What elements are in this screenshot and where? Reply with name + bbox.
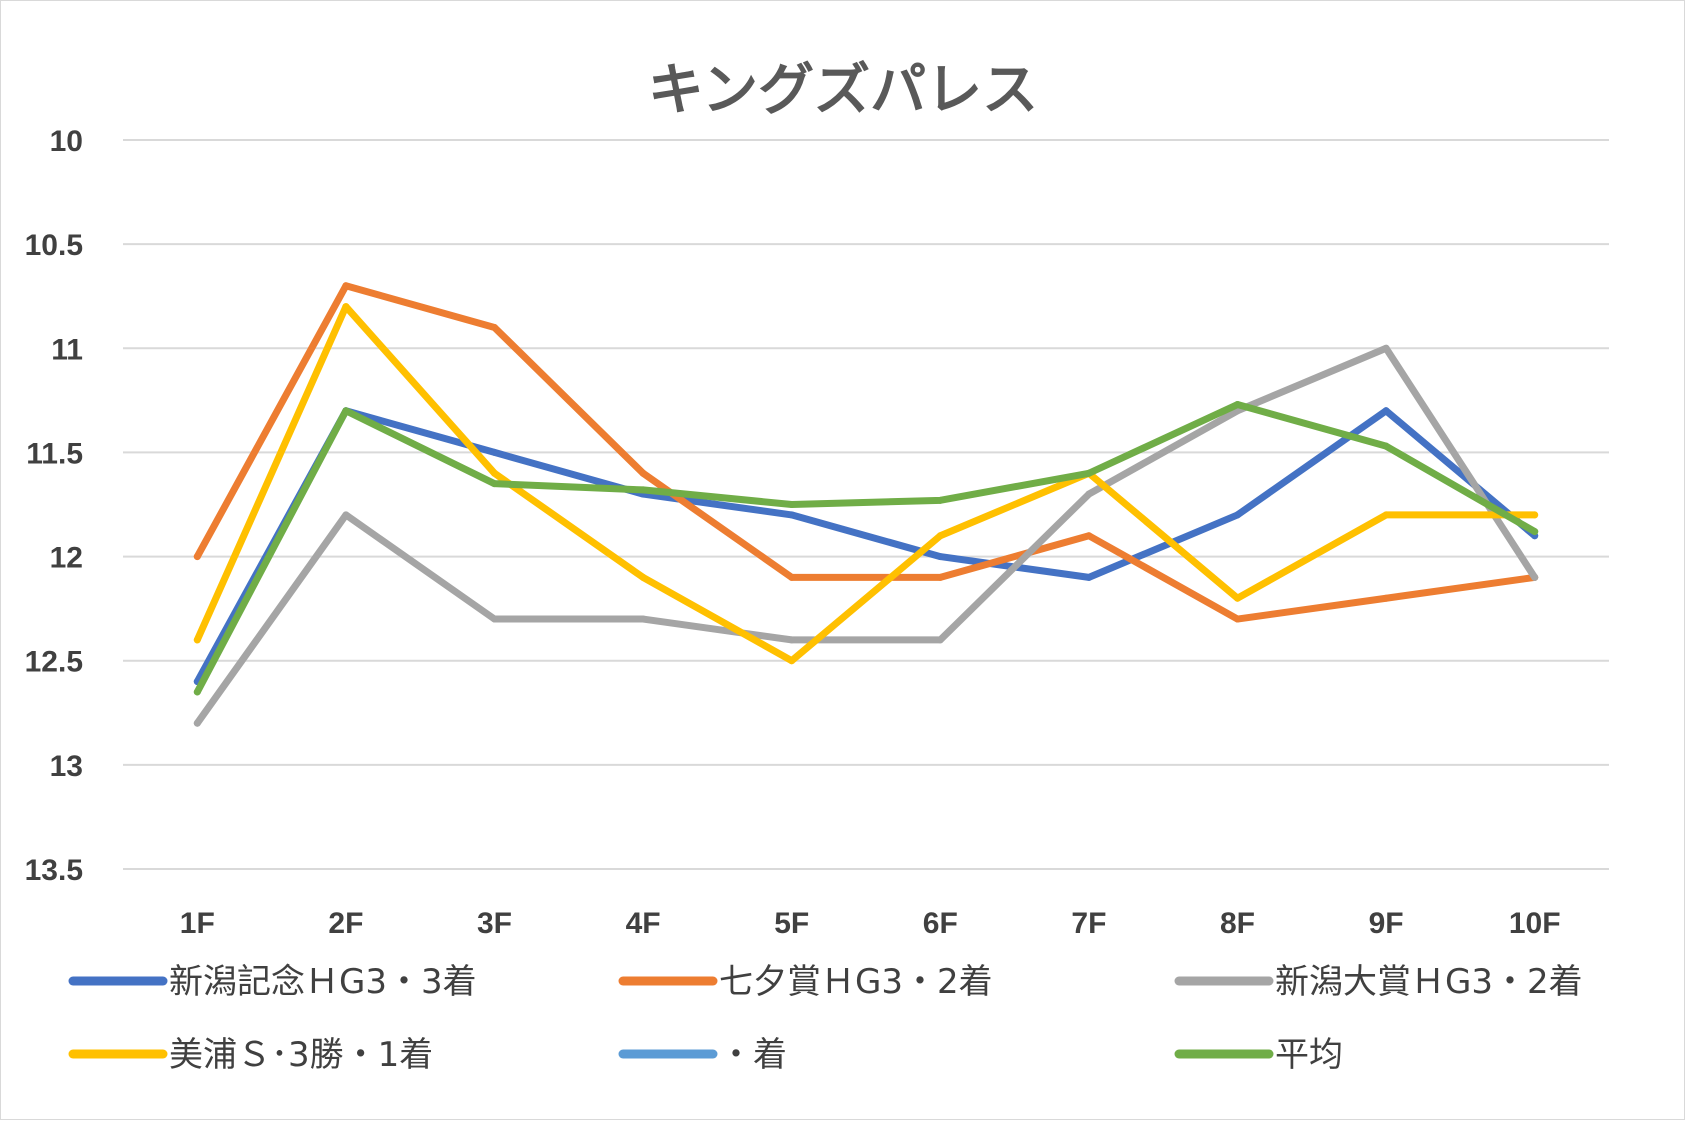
- data-point: [788, 511, 796, 519]
- data-point: [788, 657, 796, 665]
- data-point: [342, 407, 350, 415]
- data-point: [1382, 344, 1390, 352]
- y-axis-ticks: 10 10.5 11 11.5 12 12.5 13 13.5: [25, 125, 83, 887]
- x-tick-label: 3F: [477, 907, 512, 940]
- y-tick-label: 10: [50, 125, 83, 158]
- legend-label: 美浦Ｓ･3勝・1着: [169, 1035, 433, 1075]
- legend-item: ・着: [618, 1035, 787, 1075]
- data-point: [1085, 573, 1093, 581]
- series-line-3: [193, 303, 1539, 665]
- legend-label: 新潟大賞ＨG3・2着: [1275, 962, 1583, 1002]
- data-point: [639, 469, 647, 477]
- series-line-1: [193, 282, 1539, 623]
- legend-item: 平均: [1174, 1035, 1343, 1075]
- x-tick-label: 7F: [1071, 907, 1106, 940]
- y-tick-label: 12.5: [25, 646, 83, 679]
- data-point: [1234, 594, 1241, 602]
- data-point: [342, 282, 350, 290]
- gridlines: [123, 139, 1609, 870]
- y-tick-label: 11.5: [26, 437, 83, 470]
- data-point: [342, 303, 350, 311]
- legend-item: 七夕賞ＨG3・2着: [618, 962, 993, 1002]
- data-point: [1085, 532, 1093, 540]
- legend-item: 新潟記念ＨG3・3着: [68, 962, 477, 1002]
- data-point: [1234, 615, 1241, 623]
- legend-item: 新潟大賞ＨG3・2着: [1174, 962, 1583, 1002]
- data-point: [193, 688, 201, 696]
- legend-label: 平均: [1275, 1035, 1343, 1075]
- y-tick-label: 13: [50, 750, 83, 783]
- data-point: [1382, 442, 1390, 450]
- x-tick-label: 5F: [774, 907, 809, 940]
- data-point: [1085, 490, 1093, 498]
- data-point: [491, 448, 498, 456]
- series-line-5: [193, 401, 1539, 696]
- y-tick-label: 11: [51, 333, 83, 366]
- legend-item: 美浦Ｓ･3勝・1着: [68, 1035, 433, 1075]
- series-lines: [193, 282, 1539, 727]
- data-point: [193, 636, 201, 644]
- x-tick-label: 8F: [1220, 907, 1255, 940]
- x-tick-label: 1F: [180, 907, 215, 940]
- data-point: [1531, 573, 1539, 581]
- data-point: [936, 532, 944, 540]
- chart-title: キングズパレス: [648, 58, 1038, 123]
- data-point: [1382, 407, 1390, 415]
- data-point: [491, 615, 498, 623]
- data-point: [639, 486, 647, 494]
- data-point: [193, 719, 201, 727]
- data-point: [1234, 511, 1241, 519]
- legend-label: 七夕賞ＨG3・2着: [719, 962, 993, 1002]
- data-point: [936, 553, 944, 561]
- legend-label: 新潟記念ＨG3・3着: [169, 962, 477, 1002]
- data-point: [1531, 511, 1539, 519]
- data-point: [491, 323, 498, 331]
- x-tick-label: 4F: [626, 907, 661, 940]
- data-point: [193, 553, 201, 561]
- x-tick-label: 10F: [1509, 907, 1561, 940]
- data-point: [1234, 401, 1241, 409]
- data-point: [491, 469, 498, 477]
- series-line-0: [193, 407, 1539, 686]
- data-point: [1531, 528, 1539, 536]
- x-tick-label: 9F: [1369, 907, 1404, 940]
- data-point: [1085, 469, 1093, 477]
- data-point: [936, 636, 944, 644]
- x-tick-label: 6F: [923, 907, 958, 940]
- data-point: [1382, 594, 1390, 602]
- y-tick-label: 10.5: [25, 229, 83, 262]
- data-point: [1382, 511, 1390, 519]
- data-point: [491, 480, 498, 488]
- x-tick-label: 2F: [328, 907, 363, 940]
- data-point: [788, 636, 796, 644]
- legend-label: ・着: [719, 1035, 787, 1075]
- data-point: [936, 573, 944, 581]
- x-axis-ticks: 1F 2F 3F 4F 5F 6F 7F 8F 9F 10F: [180, 907, 1561, 940]
- y-tick-label: 13.5: [25, 854, 83, 887]
- data-point: [788, 573, 796, 581]
- y-tick-label: 12: [50, 542, 83, 575]
- data-point: [342, 511, 350, 519]
- series-line-2: [193, 344, 1539, 727]
- data-point: [788, 501, 796, 508]
- data-point: [936, 496, 944, 504]
- data-point: [639, 573, 647, 581]
- data-point: [639, 615, 647, 623]
